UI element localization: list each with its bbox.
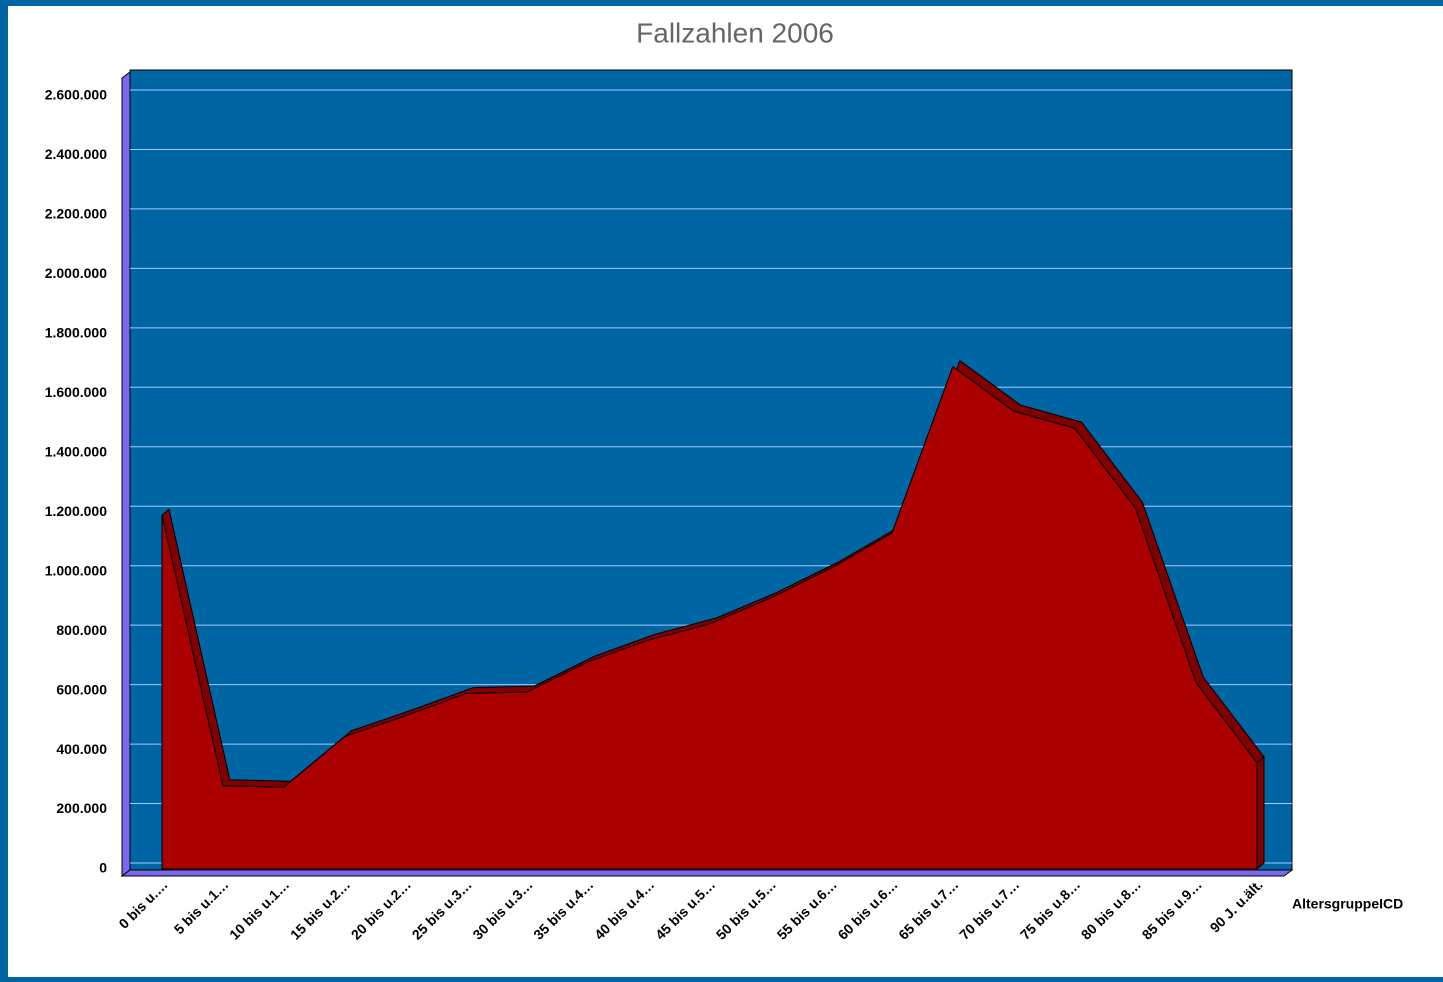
y-tick-label: 800.000 — [56, 622, 107, 638]
y-tick-label: 1.600.000 — [45, 384, 107, 400]
chart: Fallzahlen 2006 AltersgruppeICD 0 200.000… — [45, 17, 1404, 942]
x-tick-label: 60 bis u.6… — [834, 876, 900, 942]
y-tick-label: 1.200.000 — [45, 503, 107, 519]
y-tick-label: 2.600.000 — [45, 87, 107, 103]
y-tick-label: 1.800.000 — [45, 325, 107, 341]
x-tick-label: 50 bis u.5… — [713, 876, 779, 942]
x-tick-label: 70 bis u.7… — [956, 876, 1022, 942]
x-tick-label: 65 bis u.7… — [895, 876, 961, 942]
x-tick-label: 25 bis u.3… — [409, 876, 475, 942]
y-tick-label: 1.400.000 — [45, 443, 107, 459]
y-tick-label: 200.000 — [56, 800, 107, 816]
y-tick-label: 2.400.000 — [45, 146, 107, 162]
chart-title: Fallzahlen 2006 — [636, 17, 834, 48]
x-tick-label: 35 bis u.4… — [530, 876, 596, 942]
x-tick-label: 15 bis u.2… — [287, 876, 353, 942]
x-tick-label: 40 bis u.4… — [591, 876, 657, 942]
y-tick-label: 0 — [99, 860, 107, 876]
side-wall — [121, 71, 131, 877]
frame: Fallzahlen 2006 AltersgruppeICD 0 200.000… — [8, 6, 1443, 977]
x-tick-label: 45 bis u.5… — [652, 876, 718, 942]
area — [161, 365, 1258, 870]
x-tick-label: 5 bis u.1… — [171, 876, 232, 937]
x-axis-label: AltersgruppeICD — [1292, 896, 1403, 912]
x-tick-label: 80 bis u.8… — [1078, 876, 1144, 942]
x-tick-label: 10 bis u.1… — [226, 876, 292, 942]
x-tick-label: 75 bis u.8… — [1017, 876, 1083, 942]
y-tick-label: 2.000.000 — [45, 265, 107, 281]
x-tick-label: 55 bis u.6… — [774, 876, 840, 942]
x-tick-label: 0 bis u.… — [115, 876, 170, 931]
y-tick-label: 600.000 — [56, 681, 107, 697]
x-tick-label: 90 J. u.ält. — [1207, 876, 1266, 935]
y-tick-label: 1.000.000 — [45, 562, 107, 578]
floor — [120, 869, 1294, 877]
x-tick-label: 20 bis u.2… — [348, 876, 414, 942]
x-tick-label: 85 bis u.9… — [1139, 876, 1205, 942]
y-tick-label: 400.000 — [56, 741, 107, 757]
area-side — [1256, 755, 1265, 871]
y-tick-label: 2.200.000 — [45, 206, 107, 222]
x-tick-label: 30 bis u.3… — [469, 876, 535, 942]
